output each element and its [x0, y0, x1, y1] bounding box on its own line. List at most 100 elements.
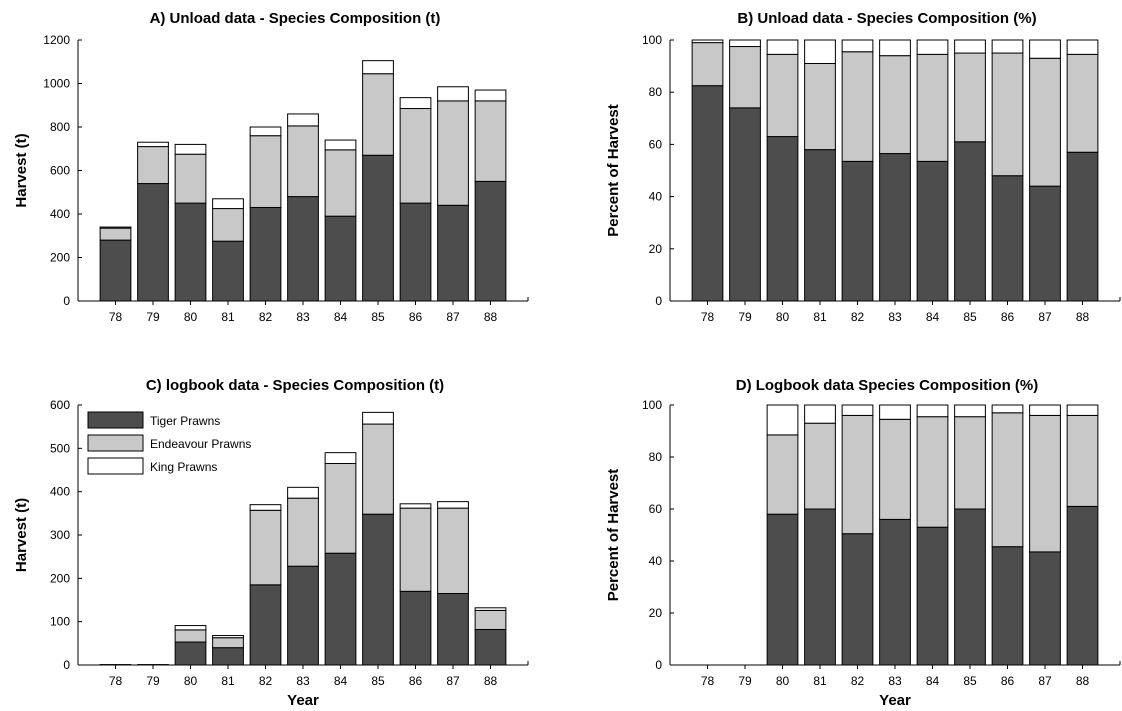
chart-a-title: A) Unload data - Species Composition (t) — [150, 10, 441, 27]
bar-a-87-king — [437, 86, 469, 102]
x-axis-label: Year — [287, 692, 319, 709]
x-tick-label: 86 — [1001, 310, 1015, 324]
bar-d-87-king — [1029, 404, 1061, 416]
bar-b-88-endeavour — [1066, 53, 1099, 153]
y-tick-label: 400 — [50, 485, 70, 499]
bar-a-86-endeavour — [399, 108, 432, 204]
bar-d-81-endeavour — [804, 422, 836, 510]
legend-label: King Prawns — [150, 460, 217, 474]
bar-a-82-tiger — [249, 206, 282, 302]
bar-c-80-endeavour — [174, 629, 207, 643]
bar-a-83-king — [287, 113, 319, 127]
x-tick-label: 82 — [259, 674, 273, 688]
y-tick-label: 200 — [50, 571, 70, 585]
bar-d-80-king — [766, 404, 799, 436]
x-tick-label: 80 — [184, 310, 198, 324]
x-tick-label: 84 — [926, 674, 940, 688]
bar-a-78-endeavour — [99, 227, 132, 241]
bar-c-83-endeavour — [287, 497, 319, 567]
bar-a-80-tiger — [174, 202, 207, 302]
y-tick-label: 40 — [649, 190, 663, 204]
y-tick-label: 60 — [649, 502, 663, 516]
y-tick-label: 100 — [642, 398, 662, 412]
bar-b-84-king — [916, 39, 949, 55]
bar-a-83-tiger — [287, 196, 319, 302]
bar-c-83-tiger — [287, 565, 319, 666]
bar-d-83-endeavour — [879, 418, 911, 520]
bar-c-86-tiger — [399, 590, 432, 666]
bar-c-86-king — [399, 503, 432, 509]
bar-b-82-endeavour — [841, 51, 874, 162]
bar-c-83-king — [287, 486, 319, 499]
bar-d-84-endeavour — [916, 416, 949, 528]
x-tick-label: 88 — [484, 310, 498, 324]
bar-d-84-king — [916, 404, 949, 418]
legend-swatch — [87, 434, 144, 452]
chart-c-title: C) logbook data - Species Composition (t… — [146, 377, 444, 394]
y-tick-label: 600 — [50, 398, 70, 412]
bar-c-86-endeavour — [399, 507, 432, 592]
bar-a-78-tiger — [99, 239, 132, 302]
bar-a-80-endeavour — [174, 153, 207, 204]
y-tick-label: 80 — [649, 450, 663, 464]
bar-c-84-king — [324, 452, 357, 465]
bar-c-82-tiger — [249, 584, 282, 666]
y-tick-label: 20 — [649, 242, 663, 256]
bar-a-88-tiger — [474, 180, 507, 302]
chart-b: 78 79 80 81 82 83 84 85 86 87 88 0 20 40 60 80 100 Percen… — [605, 33, 1121, 324]
y-tick-label: 0 — [655, 658, 662, 672]
x-tick-label: 79 — [738, 310, 752, 324]
y-tick-label: 200 — [50, 251, 70, 265]
bar-b-83-tiger — [879, 153, 911, 302]
x-tick-label: 87 — [1038, 674, 1052, 688]
bar-c-82-endeavour — [249, 509, 282, 586]
chart-d-title: D) Logbook data Species Composition (%) — [736, 377, 1039, 394]
bar-c-81-tiger — [212, 647, 244, 666]
bar-a-86-tiger — [399, 202, 432, 302]
bar-c-80-tiger — [174, 641, 207, 666]
bar-b-79-king — [729, 39, 761, 48]
x-tick-label: 87 — [446, 674, 460, 688]
bar-d-81-tiger — [804, 508, 836, 666]
bar-c-84-tiger — [324, 552, 357, 666]
bar-b-88-king — [1066, 39, 1099, 55]
bar-a-80-king — [174, 143, 207, 155]
bar-b-88-tiger — [1066, 151, 1099, 302]
x-tick-label: 82 — [851, 310, 865, 324]
bar-b-79-tiger — [729, 107, 761, 302]
bar-c-87-tiger — [437, 593, 469, 666]
x-tick-label: 84 — [926, 310, 940, 324]
x-tick-label: 85 — [963, 674, 977, 688]
x-tick-label: 80 — [776, 310, 790, 324]
y-axis-label: Harvest (t) — [13, 133, 30, 207]
bar-d-83-king — [879, 404, 911, 420]
bar-c-81-endeavour — [212, 637, 244, 649]
bar-a-84-king — [324, 139, 357, 151]
bar-c-81-king — [212, 635, 244, 639]
bar-d-85-king — [954, 404, 986, 418]
x-tick-label: 79 — [738, 674, 752, 688]
bar-b-84-endeavour — [916, 53, 949, 162]
x-tick-label: 85 — [963, 310, 977, 324]
bar-a-84-endeavour — [324, 149, 357, 217]
bar-a-82-king — [249, 126, 282, 137]
y-tick-label: 100 — [50, 615, 70, 629]
legend-swatch — [87, 457, 144, 475]
bar-a-87-endeavour — [437, 100, 469, 206]
bar-a-85-endeavour — [362, 73, 394, 156]
bar-b-86-endeavour — [991, 52, 1024, 177]
bar-b-80-king — [766, 39, 799, 55]
bar-a-81-endeavour — [212, 208, 244, 242]
x-tick-label: 86 — [1001, 674, 1015, 688]
x-tick-label: 78 — [701, 310, 715, 324]
x-tick-label: 81 — [813, 310, 827, 324]
y-tick-label: 0 — [63, 294, 70, 308]
bar-b-82-tiger — [841, 160, 874, 302]
bar-d-82-endeavour — [841, 414, 874, 535]
x-tick-label: 85 — [371, 674, 385, 688]
x-tick-label: 82 — [851, 674, 865, 688]
x-tick-label: 84 — [334, 310, 348, 324]
x-axis-label: Year — [879, 692, 911, 709]
y-tick-label: 400 — [50, 207, 70, 221]
